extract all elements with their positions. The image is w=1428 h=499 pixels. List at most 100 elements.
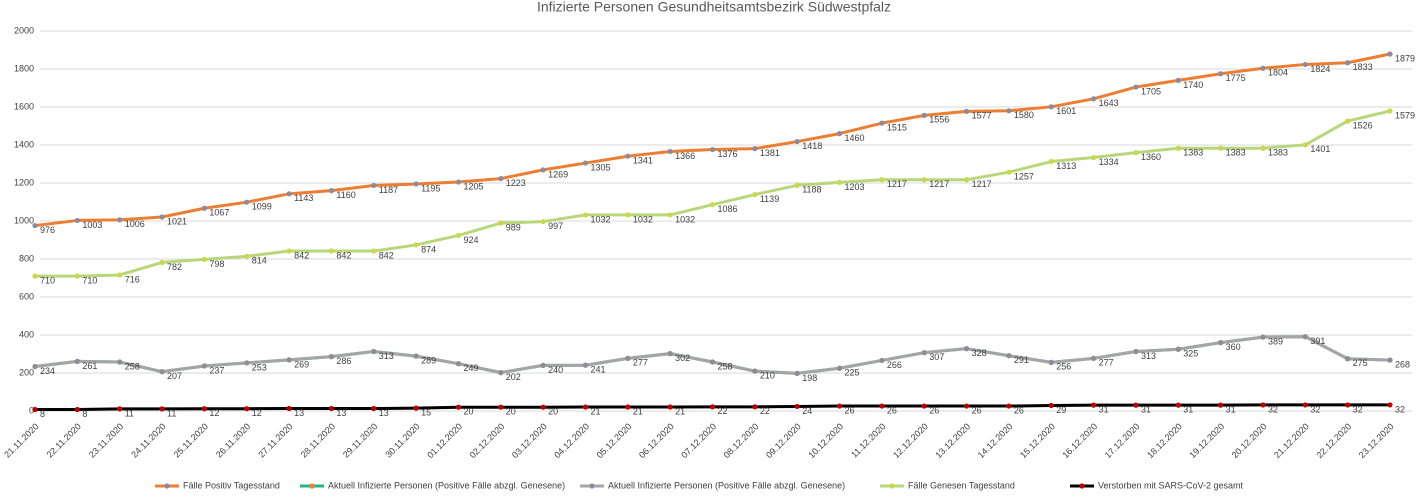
data-point [1387,108,1393,114]
y-tick-label: 800 [19,253,34,263]
data-point [201,256,207,262]
data-point [1048,359,1054,365]
data-point [879,177,885,183]
data-label: 328 [972,348,987,358]
data-label: 1824 [1310,64,1330,74]
data-point [286,405,292,412]
data-point [1133,402,1139,408]
data-label: 716 [125,274,140,284]
data-label: 1099 [252,202,272,212]
data-point [328,248,335,254]
data-point [1260,145,1266,151]
data-point [625,212,631,218]
data-label: 275 [1353,358,1368,368]
data-label: 1740 [1183,80,1203,90]
data-label: 15 [421,408,431,418]
data-label: 307 [929,352,944,362]
data-point [371,405,377,412]
data-label: 26 [929,405,939,415]
data-point [1345,60,1351,66]
x-tick-label: 14.12.2020 [976,421,1015,460]
data-label: 1705 [1141,86,1161,96]
data-point [498,176,504,182]
data-label: 20 [548,407,558,417]
data-label: 26 [845,405,855,415]
data-label: 277 [633,358,648,368]
data-label: 24 [802,406,812,416]
data-point [455,232,462,239]
data-point [963,108,970,114]
x-tick-label: 04.12.2020 [552,421,591,460]
data-label: 26 [887,405,897,415]
data-point [1175,346,1181,352]
x-tick-label: 25.11.2020 [172,421,210,459]
data-label: 32 [1268,404,1278,414]
data-point [921,177,927,183]
data-label: 1205 [463,181,483,191]
data-point [455,404,462,410]
data-label: 289 [421,355,436,365]
legend-marker [309,483,315,489]
x-tick-label: 22.11.2020 [45,421,83,459]
x-tick-label: 06.12.2020 [637,421,676,460]
data-label: 32 [1310,404,1320,414]
data-label: 1195 [421,183,440,193]
x-tick-label: 12.12.2020 [891,421,930,460]
data-point [794,370,800,376]
data-point [1006,108,1012,114]
data-label: 1269 [548,169,568,179]
data-label: 1383 [1268,148,1288,158]
data-label: 798 [209,259,224,269]
x-tick-label: 30.11.2020 [383,421,421,459]
data-label: 20 [506,407,516,417]
data-point [74,406,80,413]
legend-marker [164,483,170,489]
data-label: 1032 [590,214,610,224]
data-point [371,248,377,254]
data-label: 302 [675,353,690,363]
y-tick-label: 1800 [14,63,34,73]
data-label: 258 [125,361,140,371]
data-label: 1203 [845,182,865,192]
x-tick-label: 21.11.2020 [2,421,40,459]
data-point [455,361,462,367]
x-tick-label: 16.12.2020 [1060,421,1099,460]
data-label: 1381 [760,148,780,158]
data-label: 1643 [1099,98,1119,108]
legend-label: Verstorben mit SARS-CoV-2 gesamt [1098,480,1244,490]
data-point [921,112,927,118]
data-label: 313 [1141,351,1156,361]
data-label: 313 [379,351,394,361]
y-tick-label: 1000 [14,215,34,225]
legend-marker [589,483,595,489]
data-label: 842 [294,250,309,260]
data-label: 1305 [590,162,610,172]
data-label: 253 [252,362,267,372]
data-label: 814 [252,256,267,266]
data-point [413,242,419,248]
data-point [1133,150,1139,156]
series-line [35,109,1391,278]
data-point [1260,402,1266,408]
data-point [582,362,589,368]
legend-label: Fälle Genesen Tagesstand [908,480,1015,490]
data-point [709,202,716,208]
data-point [1175,145,1181,151]
data-label: 1804 [1268,68,1288,78]
data-label: 976 [40,225,55,235]
data-label: 842 [336,250,351,260]
data-point [201,406,207,412]
data-point [32,363,38,370]
data-point [328,188,335,194]
data-label: 389 [1268,336,1283,346]
y-tick-label: 200 [19,367,34,377]
data-label: 266 [887,360,902,370]
data-point [582,404,589,410]
x-tick-label: 13.12.2020 [933,421,972,460]
data-point [752,368,758,374]
data-label: 1257 [1014,172,1034,182]
data-label: 1526 [1353,120,1373,130]
data-label: 1360 [1141,152,1161,162]
data-label: 1460 [845,133,865,143]
